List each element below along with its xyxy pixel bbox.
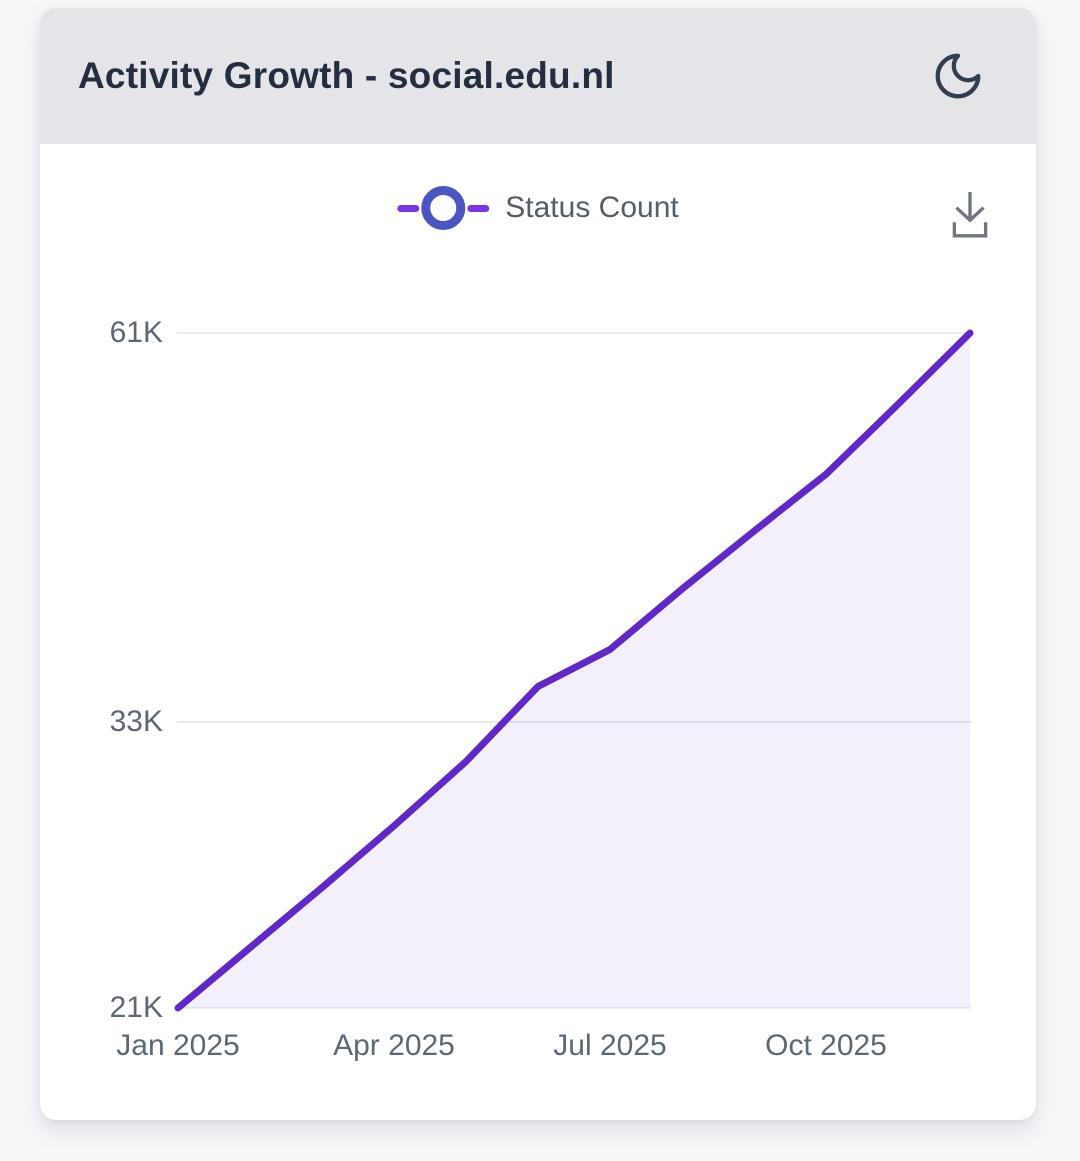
legend-item-status-count[interactable]: Status Count bbox=[397, 186, 679, 230]
download-icon bbox=[952, 192, 988, 238]
legend-line-left bbox=[397, 204, 420, 212]
theme-toggle-button[interactable] bbox=[930, 48, 986, 104]
page-title: Activity Growth - social.edu.nl bbox=[78, 55, 615, 96]
chart-section: Status Count bbox=[40, 144, 1036, 1120]
card-header: Activity Growth - social.edu.nl bbox=[40, 8, 1036, 144]
chart-card: Activity Growth - social.edu.nl Status C… bbox=[40, 8, 1036, 1120]
moon-icon bbox=[935, 53, 981, 99]
legend-label: Status Count bbox=[505, 191, 679, 224]
legend-line-right bbox=[467, 204, 490, 212]
legend-marker-icon bbox=[421, 186, 466, 230]
download-button[interactable] bbox=[946, 188, 994, 242]
